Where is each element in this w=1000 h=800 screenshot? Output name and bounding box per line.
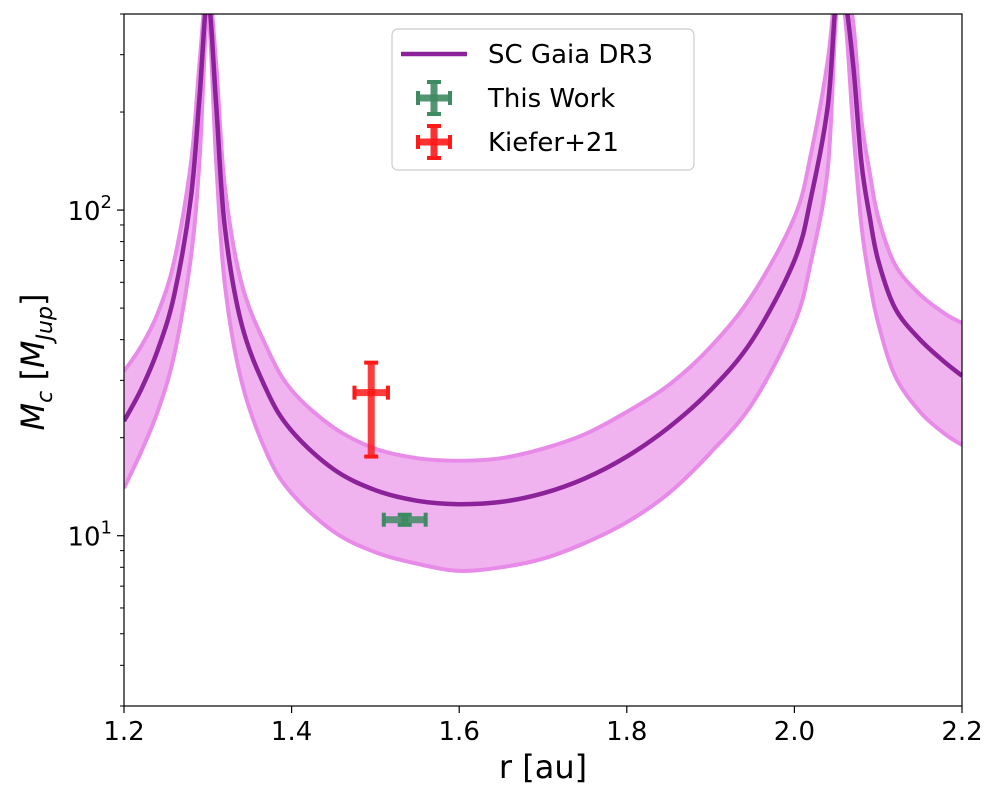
errorbar-kiefer-21-point xyxy=(367,388,376,397)
sc-gaia-line xyxy=(124,14,962,507)
x-tick-label: 1.6 xyxy=(439,717,480,747)
y-axis-label-unit-sub: Jup xyxy=(33,306,58,344)
y-axis-label: Mc [MJup] xyxy=(14,294,58,431)
x-tick-label: 2.2 xyxy=(941,717,982,747)
y-tick-label: 102 xyxy=(67,192,112,227)
legend-label-this-work: This Work xyxy=(487,84,615,114)
sc-gaia-uncertainty-band xyxy=(124,14,962,571)
x-tick-label: 1.8 xyxy=(606,717,647,747)
y-axis-label-sub: c xyxy=(33,391,58,403)
errorbar-this-work xyxy=(381,512,428,527)
legend: SC Gaia DR3 This Work Kiefer+21 xyxy=(391,28,695,171)
axis-ticks: 1.2 1.4 1.6 1.8 2.0 2.2 101 102 xyxy=(67,13,983,747)
errorbar-this-work-point xyxy=(400,515,409,524)
sc-gaia-band-upper-edge xyxy=(124,14,962,463)
plot-area xyxy=(124,14,962,573)
legend-errorbar-this-work-icon xyxy=(416,80,452,116)
legend-label-sc-gaia: SC Gaia DR3 xyxy=(488,40,653,70)
x-tick-label: 2.0 xyxy=(774,717,815,747)
x-axis-label: r [au] xyxy=(499,748,587,786)
x-tick-label: 1.4 xyxy=(271,717,312,747)
y-axis-label-base: M xyxy=(14,403,52,431)
legend-errorbar-kiefer-icon xyxy=(416,124,452,160)
errorbar-kiefer-21 xyxy=(352,360,390,459)
plot-frame xyxy=(123,13,963,707)
legend-label-kiefer: Kiefer+21 xyxy=(488,128,619,158)
y-axis-label-unit-base: M xyxy=(14,340,52,368)
y-tick-label: 101 xyxy=(67,518,112,553)
x-tick-label: 1.2 xyxy=(103,717,144,747)
legend-box xyxy=(391,28,695,171)
